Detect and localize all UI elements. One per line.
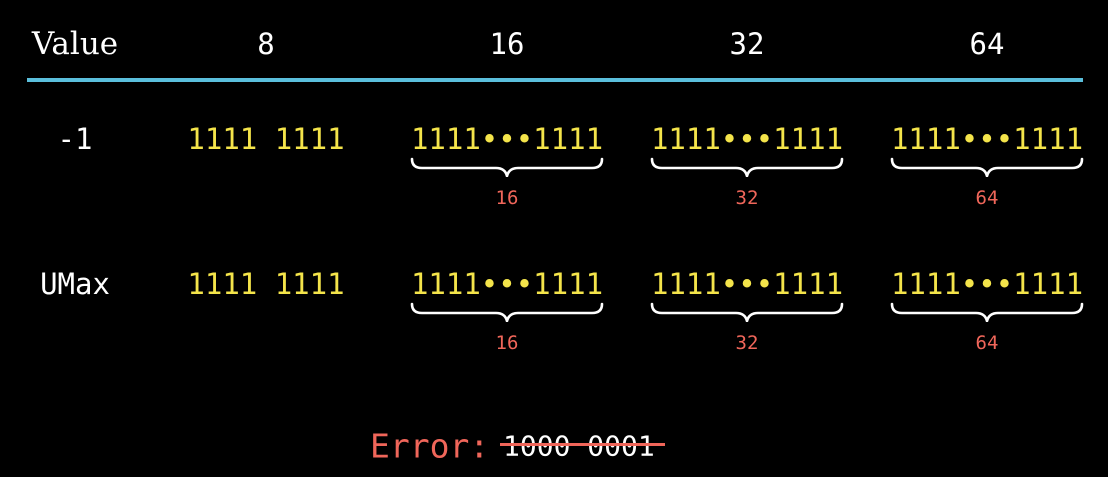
bits-64: 1111•••1111 xyxy=(890,122,1084,156)
brace-icon xyxy=(410,302,604,322)
brace-icon xyxy=(890,157,1084,177)
brace-icon xyxy=(410,157,604,177)
header-rule xyxy=(27,78,1083,82)
bits-8: 1111 1111 xyxy=(187,267,345,301)
brace-icon xyxy=(650,157,844,177)
width-label-32: 32 xyxy=(735,332,759,354)
brace-icon xyxy=(650,302,844,322)
width-label-16: 16 xyxy=(495,332,519,354)
brace-icon xyxy=(890,302,1084,322)
bits-32: 1111•••1111 xyxy=(650,267,844,301)
row-label-minus-one: -1 xyxy=(57,122,93,156)
bits-16: 1111•••1111 xyxy=(410,122,604,156)
width-label-16: 16 xyxy=(495,187,519,209)
header-col-32: 32 xyxy=(729,27,765,61)
strikethrough-line xyxy=(500,443,665,446)
width-label-64: 64 xyxy=(975,187,999,209)
error-value: 1000 0001 xyxy=(503,429,655,463)
bits-32: 1111•••1111 xyxy=(650,122,844,156)
header-col-16: 16 xyxy=(489,27,525,61)
bits-16: 1111•••1111 xyxy=(410,267,604,301)
header-value-label: Value xyxy=(31,26,119,62)
error-label: Error: xyxy=(370,426,490,466)
header-col-64: 64 xyxy=(969,27,1005,61)
row-label-umax: UMax xyxy=(40,267,110,301)
header-col-8: 8 xyxy=(257,27,275,61)
bits-64: 1111•••1111 xyxy=(890,267,1084,301)
width-label-64: 64 xyxy=(975,332,999,354)
width-label-32: 32 xyxy=(735,187,759,209)
bits-8: 1111 1111 xyxy=(187,122,345,156)
